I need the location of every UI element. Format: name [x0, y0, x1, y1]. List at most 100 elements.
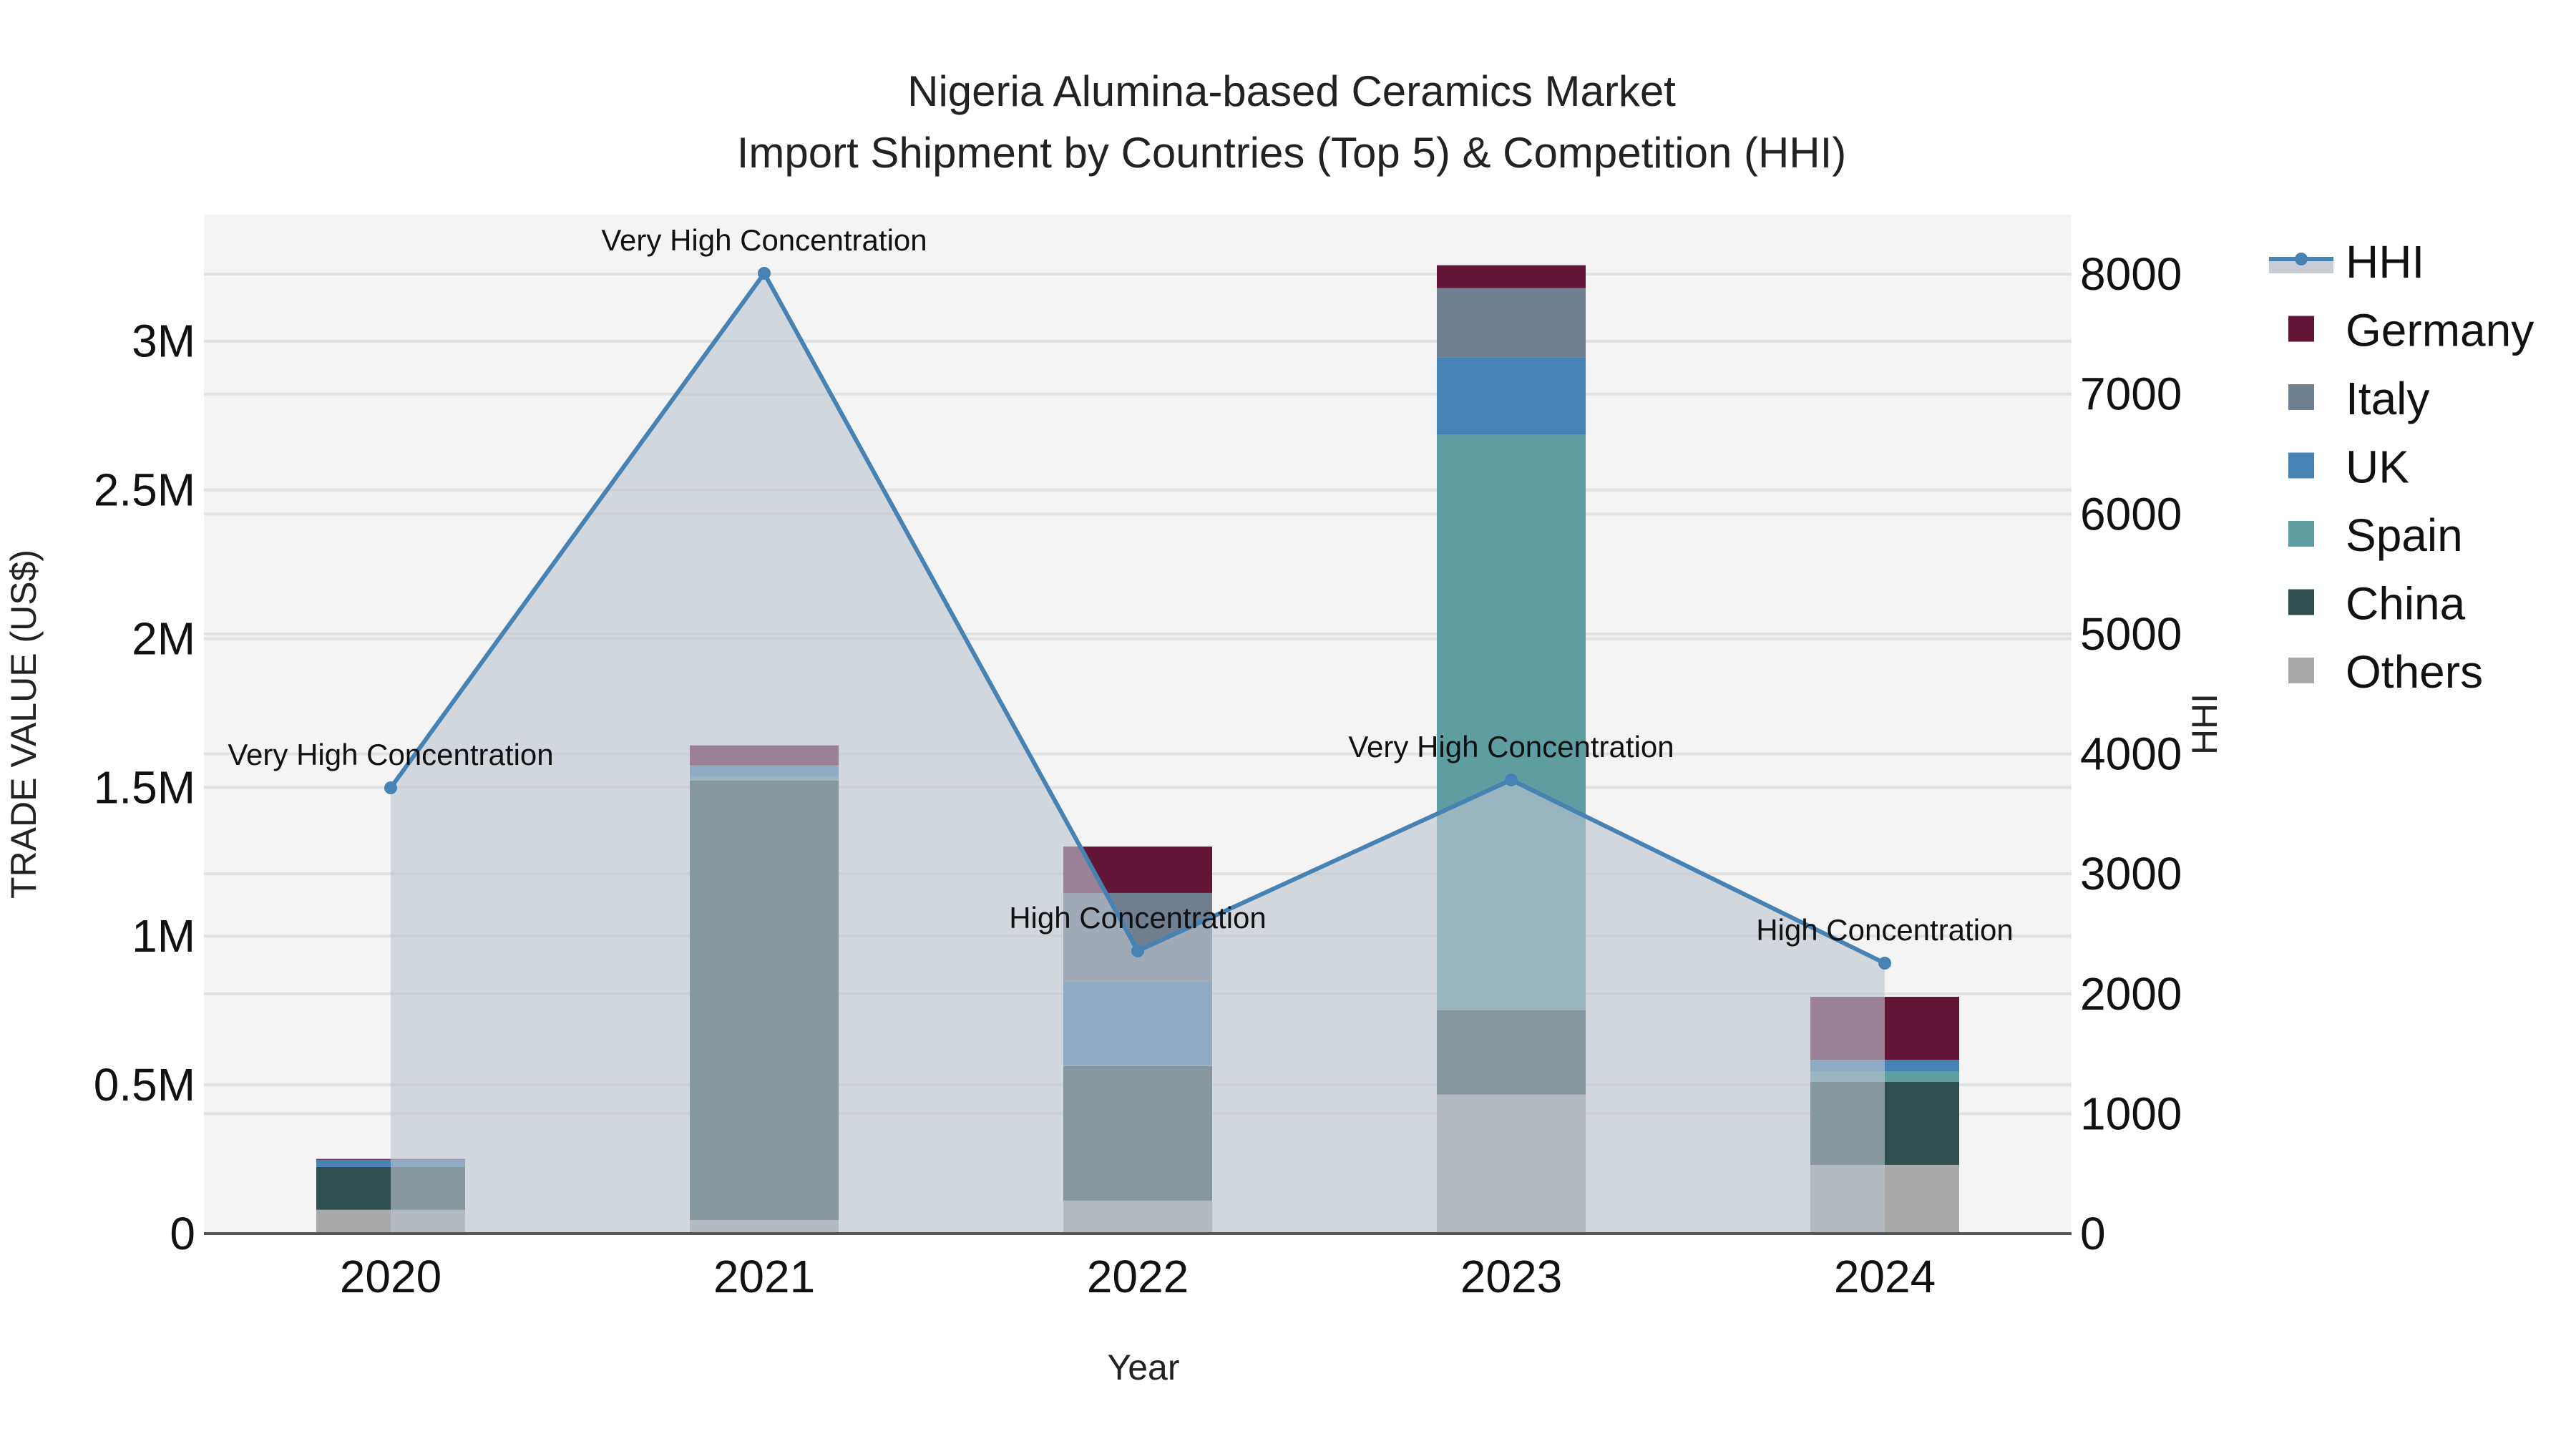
bar-segment-others[interactable] — [1810, 1164, 1959, 1234]
legend-swatch-icon — [2288, 452, 2314, 479]
hhi-marker-2020[interactable] — [384, 781, 397, 794]
y2-tick-label: 7000 — [2080, 369, 2182, 420]
gridlines — [204, 273, 2072, 1116]
legend-item-others[interactable]: Others — [2288, 646, 2483, 698]
bar-segment-germany[interactable] — [690, 745, 839, 766]
y2-axis-title: HHI — [2185, 693, 2225, 755]
legend-label: Germany — [2346, 305, 2534, 356]
bar-segment-uk[interactable] — [316, 1159, 465, 1167]
bar-segment-germany[interactable] — [1810, 997, 1959, 1060]
bar-segment-italy[interactable] — [1063, 892, 1212, 982]
y2-tick-label: 3000 — [2080, 848, 2182, 899]
y2-tick-label: 8000 — [2080, 248, 2182, 300]
y-tick-label: 2M — [132, 613, 195, 664]
stacked-bars — [316, 265, 1959, 1234]
hhi-area — [391, 273, 1885, 1234]
bar-segment-others[interactable] — [1063, 1200, 1212, 1234]
legend-item-uk[interactable]: UK — [2288, 441, 2409, 493]
legend-swatch-icon — [2288, 384, 2314, 410]
y-tick-label: 0.5M — [94, 1059, 195, 1111]
legend-item-italy[interactable]: Italy — [2288, 373, 2429, 424]
bar-segment-spain[interactable] — [1437, 434, 1586, 1010]
bar-stack-2020 — [316, 1158, 465, 1234]
bar-segment-china[interactable] — [1810, 1081, 1959, 1165]
y2-tick-label: 1000 — [2080, 1088, 2182, 1139]
bar-stack-2022 — [1063, 847, 1212, 1234]
hhi-marker-2021[interactable] — [758, 266, 771, 280]
hhi-area-fill — [391, 273, 1885, 1234]
bar-stack-2021 — [690, 745, 839, 1234]
bar-segment-germany[interactable] — [316, 1158, 465, 1160]
x-tick-label: 2023 — [1460, 1251, 1562, 1302]
bar-segment-uk[interactable] — [690, 765, 839, 776]
y2-tick-label: 4000 — [2080, 728, 2182, 780]
bar-segment-uk[interactable] — [1063, 981, 1212, 1065]
legend-label: China — [2346, 578, 2466, 630]
x-axis-ticks: 2020 2021 2022 2023 2024 — [340, 1251, 1936, 1302]
legend-label: UK — [2346, 441, 2409, 493]
legend-item-germany[interactable]: Germany — [2288, 305, 2534, 356]
legend-swatch-icon — [2288, 589, 2314, 615]
hhi-marker-2023[interactable] — [1505, 773, 1518, 786]
hhi-annotation: High Concentration — [1756, 913, 2014, 947]
legend-item-spain[interactable]: Spain — [2288, 509, 2463, 561]
hhi-area-tint — [391, 273, 1885, 1234]
y-axis-title: TRADE VALUE (US$) — [4, 550, 44, 899]
legend-item-china[interactable]: China — [2288, 578, 2466, 630]
bar-stack-2023 — [1437, 265, 1586, 1234]
bar-segment-uk[interactable] — [1810, 1060, 1959, 1071]
right-y-axis-ticks: 0 1000 2000 3000 4000 5000 6000 7000 8000 — [2080, 248, 2182, 1259]
bar-segment-china[interactable] — [690, 780, 839, 1220]
bar-segment-others[interactable] — [1437, 1094, 1586, 1234]
x-tick-label: 2021 — [713, 1251, 815, 1302]
x-tick-label: 2024 — [1834, 1251, 1936, 1302]
legend-area-swatch-icon — [2269, 259, 2333, 273]
hhi-annotation: Very High Concentration — [1348, 730, 1674, 763]
y-tick-label: 2.5M — [94, 464, 195, 516]
hhi-annotations: Very High Concentration Very High Concent… — [228, 223, 2013, 947]
y-tick-label: 1M — [132, 910, 195, 962]
bar-segment-others[interactable] — [690, 1219, 839, 1234]
hhi-marker-2022[interactable] — [1131, 944, 1144, 957]
hhi-line — [384, 266, 1891, 970]
y2-tick-label: 0 — [2080, 1208, 2106, 1259]
legend-label: Others — [2346, 646, 2483, 698]
bar-segment-spain[interactable] — [690, 776, 839, 781]
bar-segment-germany[interactable] — [1063, 847, 1212, 893]
x-tick-label: 2020 — [340, 1251, 441, 1302]
bar-segment-china[interactable] — [316, 1166, 465, 1210]
bar-segment-china[interactable] — [1063, 1065, 1212, 1201]
bar-segment-spain[interactable] — [1810, 1070, 1959, 1082]
bar-segment-others[interactable] — [316, 1209, 465, 1234]
legend-label: Spain — [2346, 509, 2463, 561]
left-y-axis-ticks: 0 0.5M 1M 1.5M 2M 2.5M 3M — [94, 316, 195, 1259]
legend-swatch-icon — [2288, 521, 2314, 547]
bar-stack-2024 — [1810, 997, 1959, 1234]
bar-segment-italy[interactable] — [1437, 288, 1586, 358]
hhi-annotation: Very High Concentration — [228, 738, 553, 771]
y2-tick-label: 6000 — [2080, 488, 2182, 540]
y-tick-label: 3M — [132, 316, 195, 367]
hhi-annotation: Very High Concentration — [601, 223, 927, 257]
bar-segment-germany[interactable] — [1437, 265, 1586, 288]
chart-subtitle: Import Shipment by Countries (Top 5) & C… — [737, 129, 1847, 177]
legend-label: HHI — [2346, 236, 2424, 288]
legend-label: Italy — [2346, 373, 2429, 424]
legend-item-hhi[interactable]: HHI — [2269, 236, 2424, 288]
legend-marker-icon — [2295, 253, 2308, 265]
hhi-marker-2024[interactable] — [1878, 957, 1891, 970]
y-tick-label: 1.5M — [94, 761, 195, 813]
bar-segment-china[interactable] — [1437, 1010, 1586, 1095]
x-axis-title: Year — [1107, 1347, 1179, 1387]
bar-segment-italy[interactable] — [316, 1159, 465, 1161]
y2-tick-label: 2000 — [2080, 968, 2182, 1020]
bar-segment-spain[interactable] — [1063, 1065, 1212, 1066]
hhi-annotation: High Concentration — [1009, 901, 1267, 935]
y2-tick-label: 5000 — [2080, 608, 2182, 660]
x-tick-label: 2022 — [1087, 1251, 1189, 1302]
legend-swatch-icon — [2288, 316, 2314, 342]
bar-segment-uk[interactable] — [1437, 357, 1586, 435]
legend-swatch-icon — [2288, 658, 2314, 683]
